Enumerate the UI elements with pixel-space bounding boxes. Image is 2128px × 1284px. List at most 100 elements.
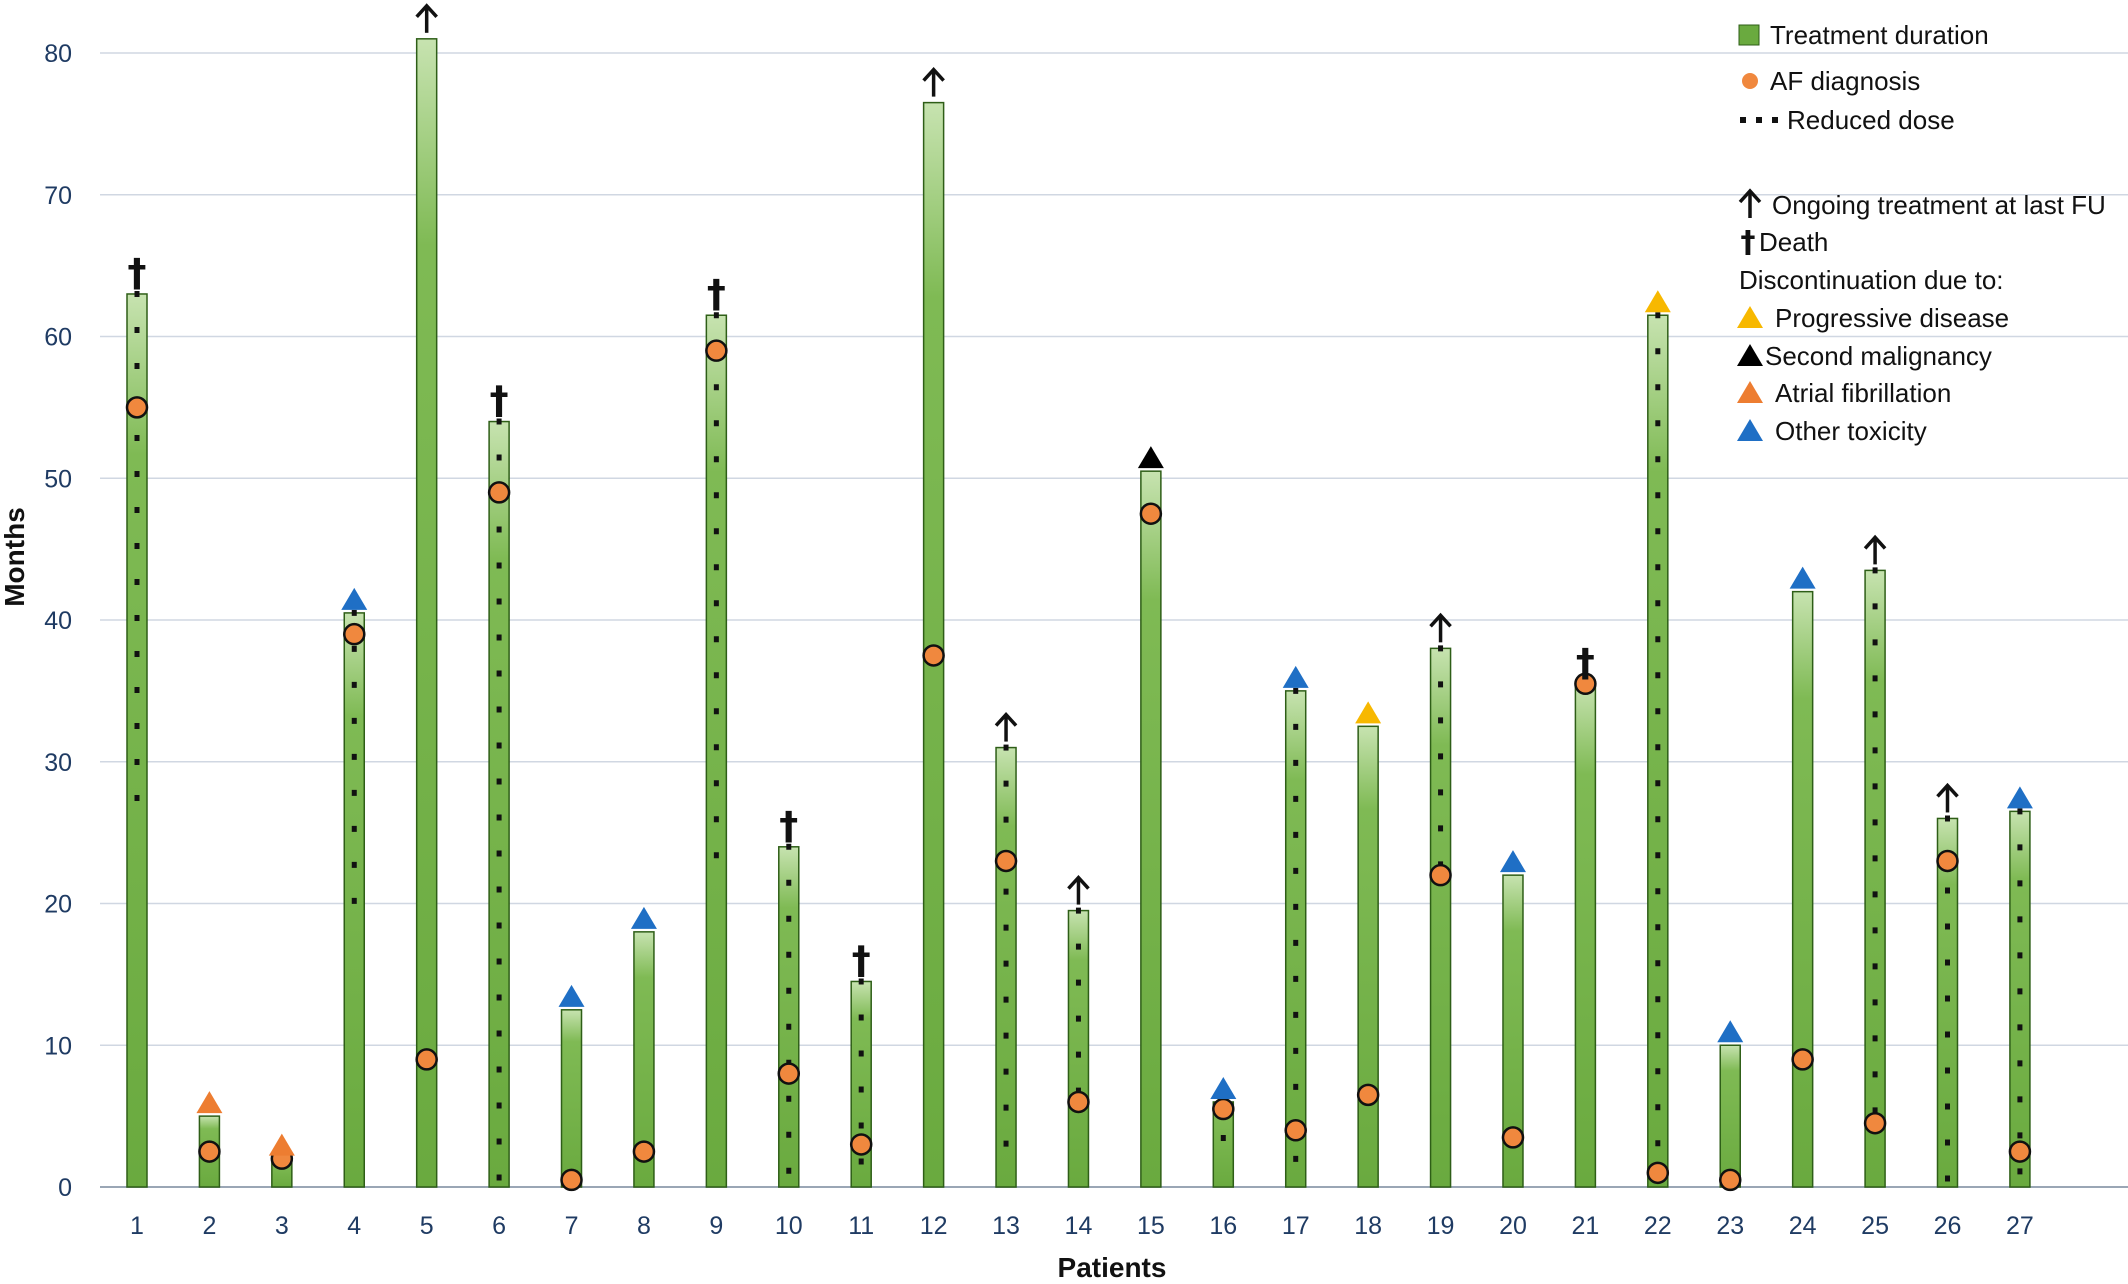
other-toxicity-triangle-icon bbox=[1282, 665, 1309, 688]
x-tick-label: 4 bbox=[347, 1212, 361, 1240]
ongoing-arrow-icon bbox=[1863, 534, 1887, 565]
x-tick-label: 3 bbox=[275, 1212, 289, 1240]
af-diagnosis-marker bbox=[560, 1168, 583, 1192]
x-tick-label: 18 bbox=[1354, 1212, 1382, 1240]
legend-other-toxicity-icon bbox=[1737, 419, 1763, 441]
treatment-bar bbox=[633, 931, 655, 1188]
af-diagnosis-marker bbox=[1791, 1048, 1814, 1071]
ongoing-arrow-icon bbox=[1936, 782, 1959, 813]
x-tick-label: 20 bbox=[1499, 1212, 1527, 1240]
af-diagnosis-marker bbox=[1356, 1083, 1380, 1107]
legend-label: Discontinuation due to: bbox=[1739, 265, 2004, 295]
x-tick-label: 13 bbox=[992, 1212, 1020, 1240]
treatment-bar bbox=[1429, 647, 1452, 1188]
arrow-head bbox=[1429, 612, 1452, 628]
legend-label: Treatment duration bbox=[1770, 20, 1989, 50]
x-tick-label: 7 bbox=[565, 1212, 579, 1240]
x-tick-label: 8 bbox=[637, 1212, 651, 1240]
af-diagnosis-marker bbox=[1139, 502, 1163, 525]
ongoing-arrow-icon bbox=[415, 3, 438, 33]
treatment-bar bbox=[1936, 817, 1959, 1188]
x-tick-label: 21 bbox=[1571, 1212, 1599, 1240]
treatment-bar bbox=[1719, 1044, 1741, 1188]
x-tick-label: 15 bbox=[1137, 1212, 1165, 1240]
treatment-bar bbox=[1357, 725, 1379, 1188]
legend-label: Atrial fibrillation bbox=[1775, 378, 1951, 408]
legend-label: Progressive disease bbox=[1775, 303, 2009, 333]
af-diagnosis-marker bbox=[705, 339, 728, 362]
death-dagger-icon: † bbox=[707, 272, 726, 316]
af-diagnosis-marker bbox=[415, 1048, 438, 1071]
x-tick-label: 17 bbox=[1282, 1212, 1310, 1240]
death-dagger-icon: † bbox=[490, 379, 509, 423]
af-diagnosis-marker bbox=[994, 849, 1018, 873]
x-tick-label: 11 bbox=[848, 1212, 874, 1240]
legend: Treatment duration AF diagnosis Reduced do… bbox=[1737, 20, 2106, 446]
ongoing-arrow-icon bbox=[1429, 612, 1452, 643]
death-dagger-icon: † bbox=[779, 804, 798, 848]
treatment-bar bbox=[1067, 909, 1090, 1188]
y-tick-label: 10 bbox=[44, 1032, 72, 1060]
treatment-bar bbox=[1791, 590, 1814, 1188]
legend-second-malignancy-icon bbox=[1737, 344, 1763, 366]
x-axis-title: Patients bbox=[1058, 1252, 1167, 1283]
af-diagnosis-marker bbox=[1574, 672, 1597, 696]
treatment-bar bbox=[1140, 470, 1162, 1188]
legend-bar-swatch bbox=[1738, 24, 1760, 46]
legend-label: Other toxicity bbox=[1775, 416, 1927, 446]
atrial-fibrillation-triangle-icon bbox=[196, 1091, 223, 1114]
treatment-bar bbox=[2009, 810, 2031, 1188]
x-tick-label: 9 bbox=[709, 1212, 723, 1240]
x-tick-label: 14 bbox=[1065, 1212, 1093, 1240]
treatment-bar bbox=[126, 293, 148, 1188]
af-diagnosis-marker bbox=[1936, 849, 1959, 873]
treatment-bar bbox=[850, 980, 872, 1188]
x-tick-label: 27 bbox=[2006, 1212, 2034, 1240]
x-tick-label: 12 bbox=[920, 1212, 948, 1240]
other-toxicity-triangle-icon bbox=[1210, 1076, 1237, 1099]
other-toxicity-triangle-icon bbox=[558, 984, 585, 1007]
ongoing-arrow-icon bbox=[1067, 874, 1090, 905]
x-tick-label: 22 bbox=[1644, 1212, 1672, 1240]
x-tick-label: 10 bbox=[775, 1212, 803, 1240]
legend-label: AF diagnosis bbox=[1770, 66, 1920, 96]
legend-label: Reduced dose bbox=[1787, 105, 1955, 135]
af-diagnosis-marker bbox=[1212, 1097, 1235, 1121]
af-diagnosis-marker bbox=[922, 644, 945, 667]
af-diagnosis-marker bbox=[2008, 1140, 2032, 1163]
death-dagger-icon: † bbox=[1576, 641, 1595, 685]
other-toxicity-triangle-icon bbox=[630, 906, 657, 929]
y-tick-label: 60 bbox=[44, 324, 72, 352]
other-toxicity-triangle-icon bbox=[2006, 786, 2033, 809]
af-diagnosis-marker bbox=[849, 1133, 873, 1156]
treatment-bar bbox=[415, 38, 438, 1188]
atrial-fibrillation-triangle-icon bbox=[268, 1133, 295, 1156]
treatment-bar bbox=[995, 746, 1017, 1188]
treatment-bar bbox=[1864, 569, 1886, 1188]
arrow-head bbox=[1936, 782, 1959, 798]
af-diagnosis-marker bbox=[1429, 863, 1452, 887]
af-diagnosis-marker bbox=[1067, 1090, 1090, 1114]
x-tick-label: 16 bbox=[1209, 1212, 1237, 1240]
af-diagnosis-marker bbox=[1863, 1111, 1887, 1135]
x-tick-label: 2 bbox=[202, 1212, 216, 1240]
y-tick-label: 20 bbox=[44, 891, 72, 919]
x-tick-label: 5 bbox=[420, 1212, 434, 1240]
arrow-head bbox=[994, 711, 1018, 727]
other-toxicity-triangle-icon bbox=[1789, 566, 1816, 589]
af-diagnosis-marker bbox=[198, 1140, 221, 1163]
legend-label: Ongoing treatment at last FU bbox=[1772, 190, 2106, 220]
second-malignancy-triangle-icon bbox=[1137, 446, 1164, 469]
x-tick-label: 24 bbox=[1789, 1212, 1817, 1240]
progressive-disease-triangle-icon bbox=[1644, 290, 1671, 313]
treatment-bar bbox=[1647, 314, 1669, 1188]
y-tick-label: 80 bbox=[44, 40, 72, 68]
legend-label: Second malignancy bbox=[1765, 341, 1992, 371]
af-diagnosis-marker bbox=[1718, 1168, 1742, 1192]
x-tick-label: 23 bbox=[1716, 1212, 1744, 1240]
legend-af-swatch bbox=[1742, 73, 1758, 89]
bars bbox=[126, 38, 2031, 1188]
treatment-bar bbox=[1574, 683, 1597, 1188]
other-toxicity-triangle-icon bbox=[1499, 850, 1526, 873]
